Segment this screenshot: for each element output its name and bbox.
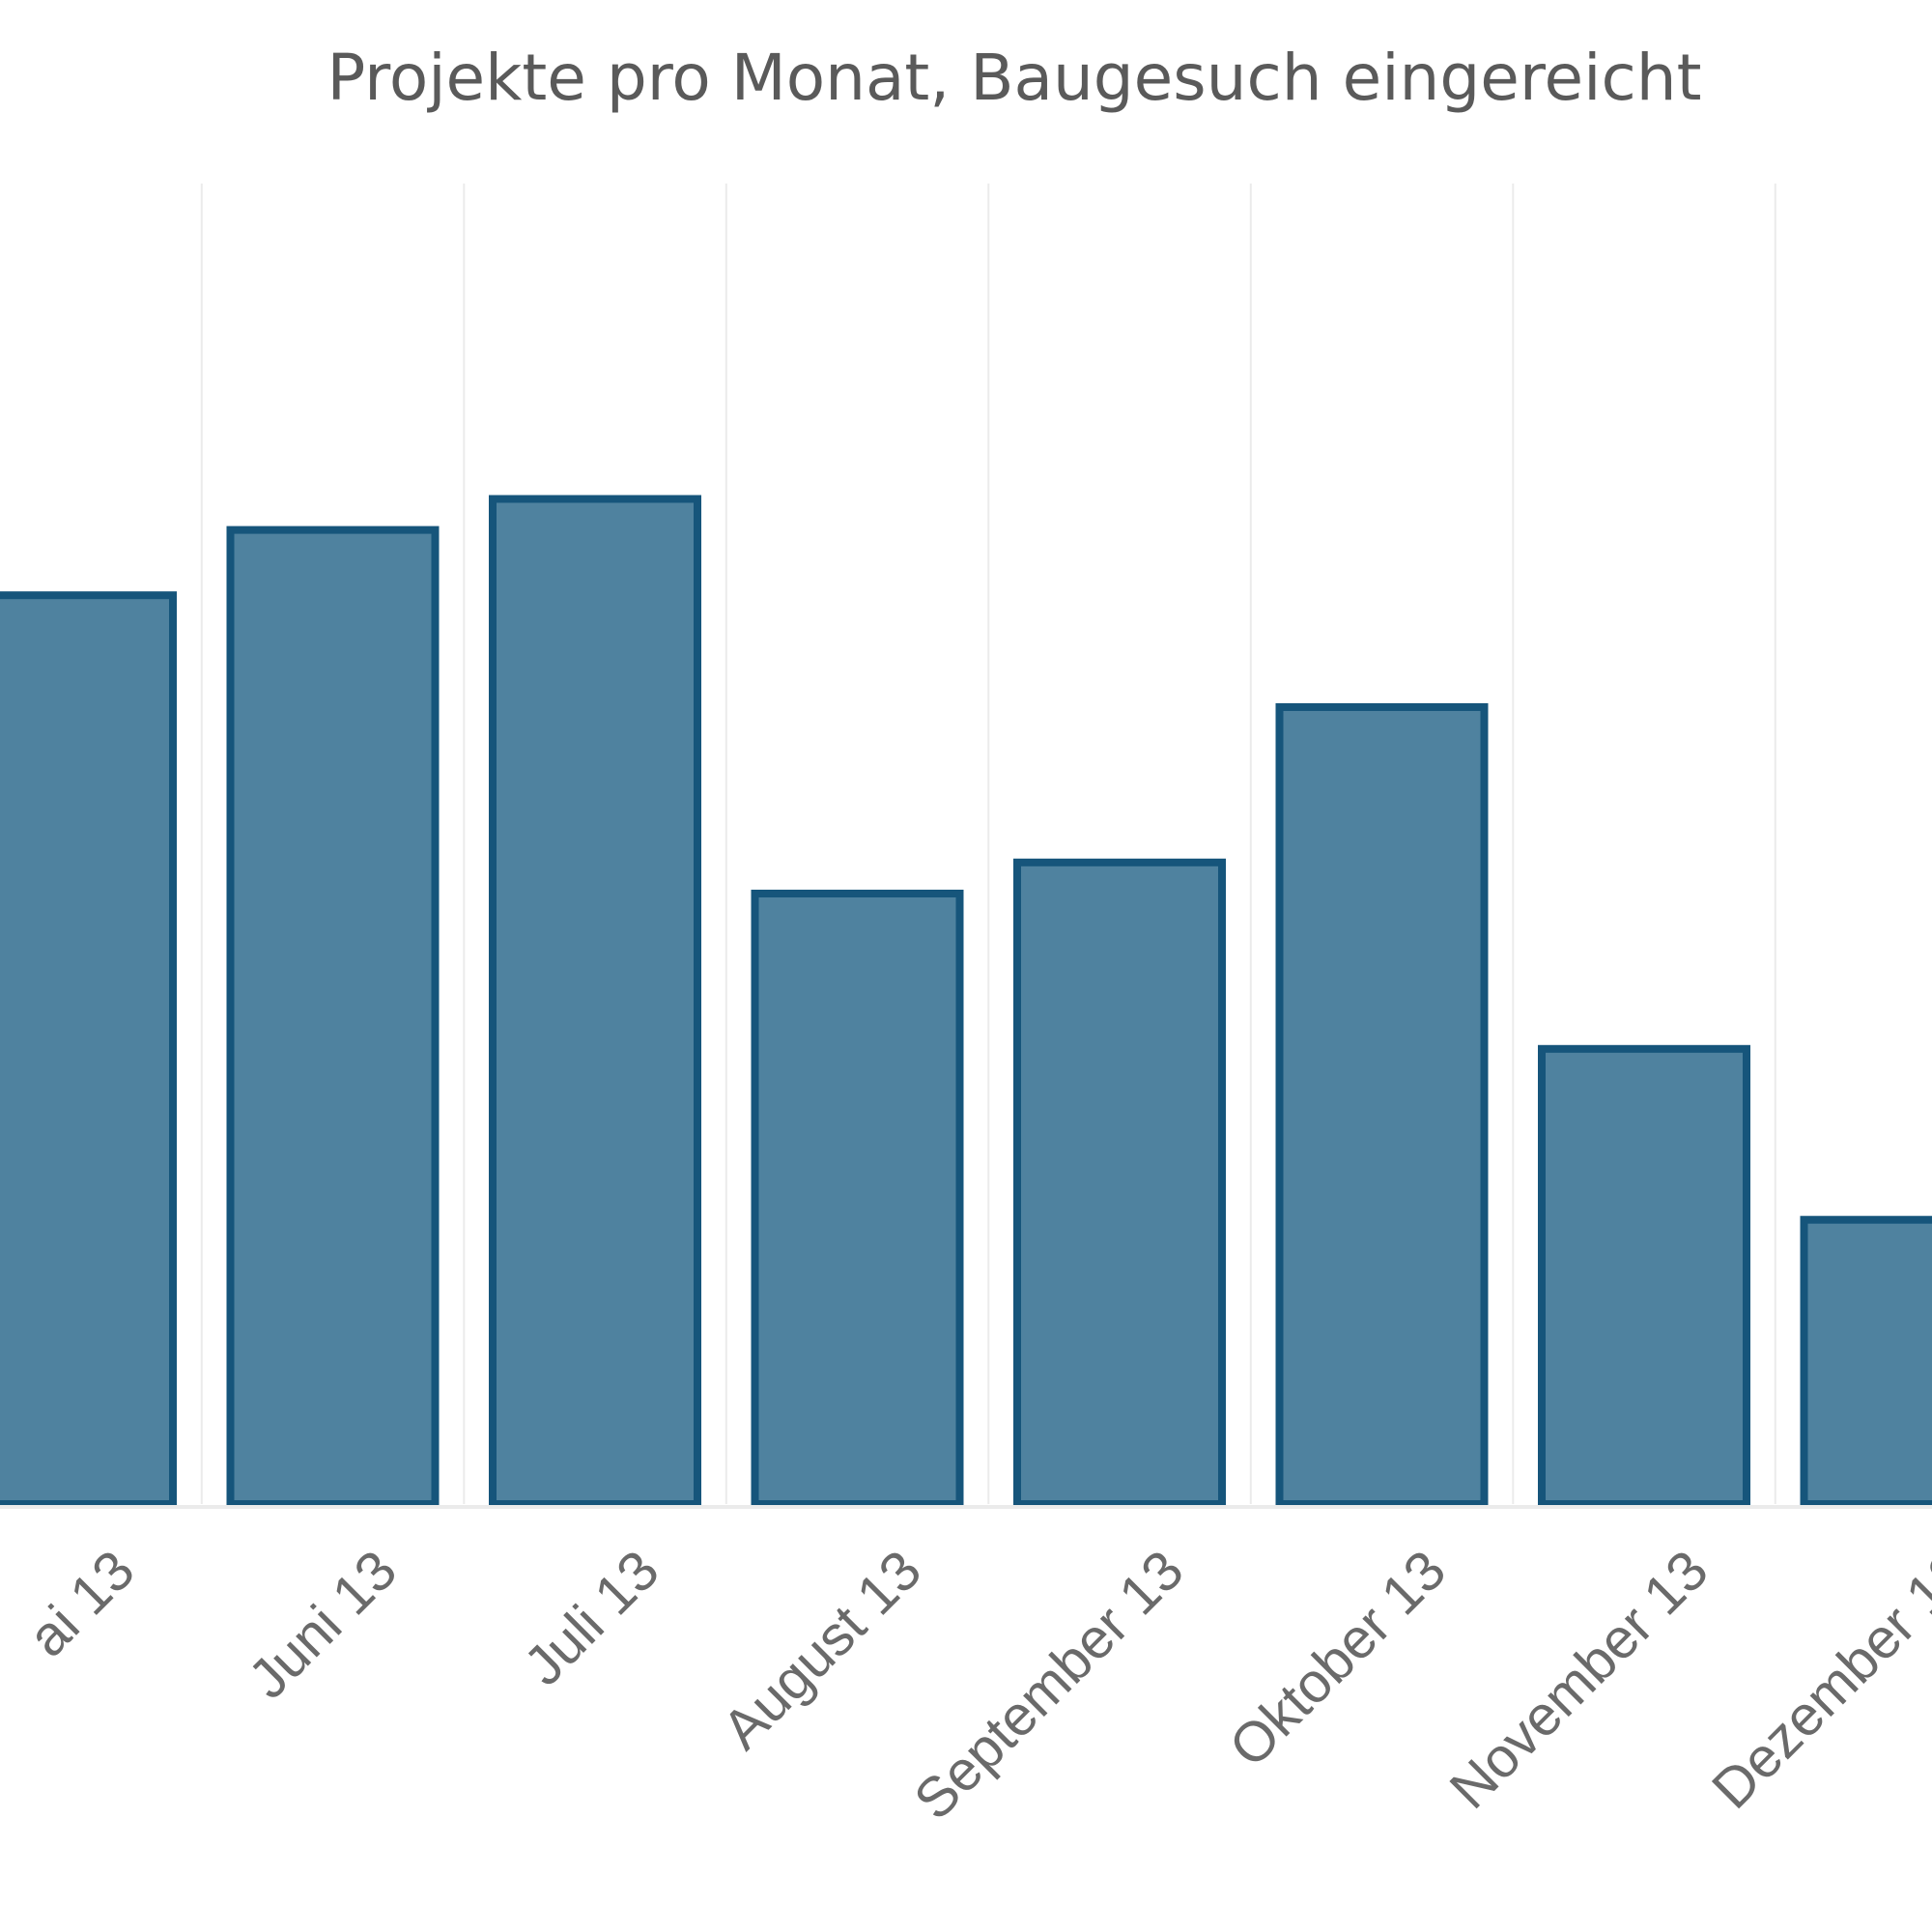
bar-september-13 [1013, 858, 1226, 1508]
x-tick-label: Dezember 13 [1700, 1539, 1932, 1821]
x-tick-label: September 13 [902, 1539, 1196, 1833]
bar-dezember-13 [1800, 1215, 1932, 1508]
x-tick-label: ai 13 [16, 1539, 147, 1669]
x-tick-label: Juli 13 [512, 1539, 671, 1698]
bar-mai-13 [0, 591, 177, 1508]
bar-oktober-13 [1275, 703, 1489, 1508]
grid-lines [200, 184, 1776, 1504]
bar-juli-13 [489, 495, 701, 1508]
bar-juni-13 [226, 526, 440, 1508]
bar-august-13 [751, 890, 964, 1508]
x-tick-label: November 13 [1437, 1539, 1719, 1821]
chart-title: Projekte pro Monat, Baugesuch eingereich… [327, 41, 1702, 115]
bars [0, 495, 1932, 1509]
x-tick-label: Oktober 13 [1217, 1539, 1458, 1779]
x-tick-label: August 13 [710, 1539, 933, 1762]
bar-november-13 [1538, 1044, 1750, 1509]
x-tick-label: Juni 13 [237, 1539, 409, 1711]
